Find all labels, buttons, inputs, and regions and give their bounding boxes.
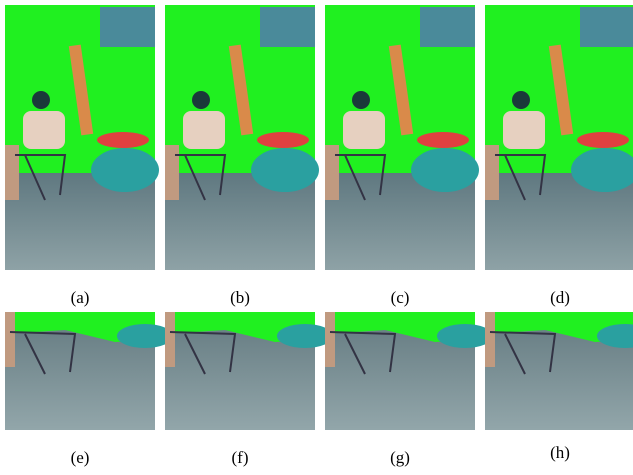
legs xyxy=(165,145,179,200)
image-panel xyxy=(325,312,493,430)
carousel-red xyxy=(97,132,149,148)
carousel-red xyxy=(577,132,629,148)
image-panel xyxy=(5,5,159,270)
carousel xyxy=(411,148,479,192)
carousel xyxy=(91,148,159,192)
head xyxy=(32,91,50,109)
body xyxy=(503,111,545,149)
caption: (f) xyxy=(232,448,249,467)
image-panel xyxy=(165,5,319,270)
image-panel xyxy=(485,5,633,270)
head xyxy=(192,91,210,109)
banner xyxy=(260,7,315,47)
legs xyxy=(325,145,339,200)
caption: (g) xyxy=(390,448,410,467)
image-panel xyxy=(165,312,333,430)
carousel xyxy=(277,324,333,348)
caption: (a) xyxy=(71,288,90,307)
carousel-red xyxy=(257,132,309,148)
legs xyxy=(485,312,495,367)
banner xyxy=(420,7,475,47)
carousel xyxy=(117,324,173,348)
caption: (e) xyxy=(71,448,90,467)
caption: (c) xyxy=(391,288,410,307)
legs xyxy=(5,145,19,200)
caption: (d) xyxy=(550,288,570,307)
banner xyxy=(580,7,633,47)
figure: (a) (b) (c) (d) (e) (f) (g) (h) xyxy=(0,0,633,470)
legs xyxy=(485,145,499,200)
head xyxy=(352,91,370,109)
body xyxy=(343,111,385,149)
image-panel xyxy=(325,5,479,270)
legs xyxy=(325,312,335,367)
body xyxy=(183,111,225,149)
carousel xyxy=(437,324,493,348)
body xyxy=(23,111,65,149)
legs xyxy=(165,312,175,367)
legs xyxy=(5,312,15,367)
head xyxy=(512,91,530,109)
caption: (h) xyxy=(550,443,570,462)
image-panel xyxy=(5,312,173,430)
carousel-red xyxy=(417,132,469,148)
image-panel xyxy=(485,312,633,430)
banner xyxy=(100,7,155,47)
carousel xyxy=(251,148,319,192)
caption: (b) xyxy=(230,288,250,307)
